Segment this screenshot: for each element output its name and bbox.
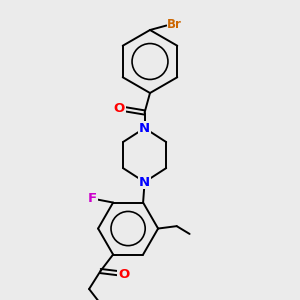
Text: Br: Br [167, 18, 182, 31]
Text: O: O [114, 102, 125, 115]
Text: N: N [139, 122, 150, 135]
Text: N: N [139, 176, 150, 188]
Text: F: F [88, 193, 97, 206]
Text: O: O [118, 268, 129, 281]
